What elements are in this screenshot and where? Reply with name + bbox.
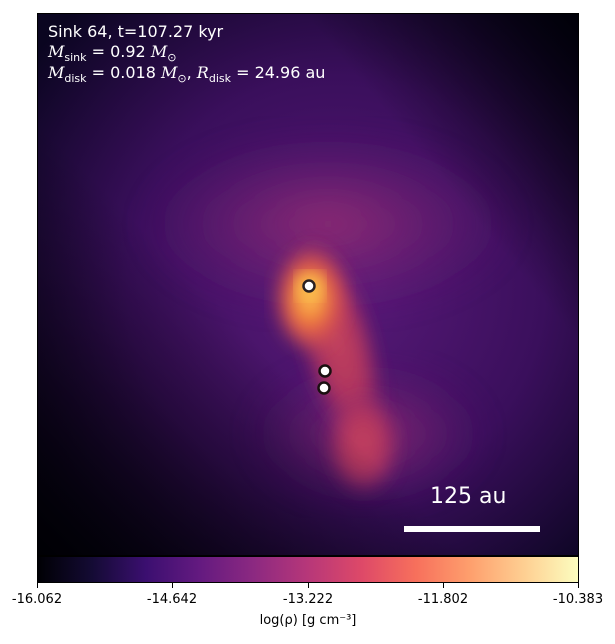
colorbar-tick-label-0: -16.062	[11, 592, 63, 607]
caption-sink-time: Sink 64, t=107.27 kyr	[48, 22, 224, 41]
scale-bar	[404, 526, 540, 532]
colorbar-label: log(ρ) [g cm⁻³]	[259, 613, 357, 628]
scale-bar-label: 125 au	[430, 484, 507, 509]
caption-sink-mass: Msink = 0.92 M⊙	[48, 42, 177, 65]
mdisk-value: 0.018	[110, 63, 156, 82]
sink-upper	[302, 279, 316, 293]
colorbar-tick-3	[443, 583, 444, 588]
colorbar-tick-label-1: -14.642	[146, 592, 198, 607]
sink-middle	[318, 364, 332, 378]
colorbar	[37, 556, 579, 583]
colorbar-tick-label-4: -10.383	[552, 592, 604, 607]
colorbar-tick-label-3: -11.802	[417, 592, 469, 607]
rdisk-value: 24.96	[254, 63, 301, 82]
colorbar-tick-label-2: -13.222	[282, 592, 334, 607]
sink-particles	[302, 279, 332, 395]
msink-value: 0.92	[110, 42, 146, 61]
colorbar-tick-0	[37, 583, 38, 588]
density-map-panel: Sink 64, t=107.27 kyr Msink = 0.92 M⊙ Md…	[37, 13, 579, 556]
colorbar-tick-2	[308, 583, 309, 588]
caption-disk: Mdisk = 0.018 M⊙, Rdisk = 24.96 au	[48, 63, 326, 86]
density-map	[38, 14, 578, 555]
colorbar-tick-4	[578, 583, 579, 588]
sink-lower	[317, 381, 331, 395]
colorbar-tick-1	[172, 583, 173, 588]
